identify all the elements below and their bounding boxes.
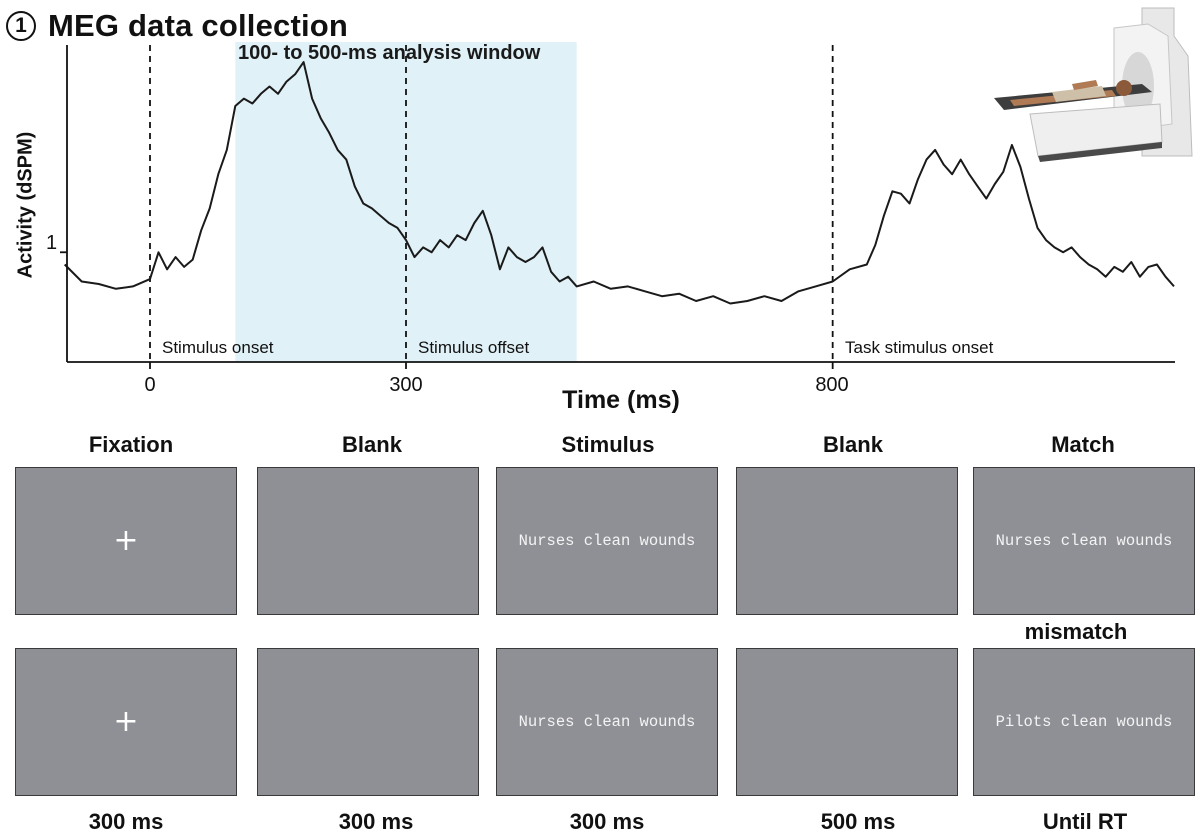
match-sentence: Nurses clean wounds bbox=[995, 532, 1173, 550]
panel-title-text: MEG data collection bbox=[48, 8, 349, 43]
screen-fixation-top: + bbox=[15, 467, 237, 615]
panel-title: 1 MEG data collection bbox=[6, 6, 348, 46]
duration-until-rt: Until RT bbox=[1042, 809, 1128, 834]
duration-fixation: 300 ms bbox=[88, 809, 164, 834]
x-axis-label: Time (ms) bbox=[562, 386, 680, 414]
fixation-cross: + bbox=[113, 523, 139, 558]
event-label-stimulus-onset: Stimulus onset bbox=[162, 338, 274, 357]
x-tick-label-800: 800 bbox=[815, 374, 849, 396]
duration-stimulus: 300 ms bbox=[569, 809, 645, 834]
screen-blank-2-top bbox=[736, 467, 958, 615]
screen-fixation-bottom: + bbox=[15, 648, 237, 796]
event-label-stimulus-offset: Stimulus offset bbox=[418, 338, 530, 357]
event-label-task-stimulus-onset: Task stimulus onset bbox=[845, 338, 994, 357]
screen-blank-1-bottom bbox=[257, 648, 479, 796]
analysis-window-label: 100- to 500-ms analysis window bbox=[238, 42, 541, 64]
screen-blank-2-bottom bbox=[736, 648, 958, 796]
column-header-blank-2: Blank bbox=[823, 432, 883, 457]
stimulus-sentence: Nurses clean wounds bbox=[518, 532, 696, 550]
y-axis-label: Activity (dSPM) bbox=[14, 131, 37, 279]
screen-mismatch-bottom: Pilots clean wounds bbox=[973, 648, 1195, 796]
column-header-fixation: Fixation bbox=[88, 432, 174, 457]
x-tick-label-300: 300 bbox=[389, 374, 423, 396]
column-header-stimulus: Stimulus bbox=[561, 432, 655, 457]
activity-series-line-0 bbox=[63, 61, 1175, 305]
mismatch-sentence: Pilots clean wounds bbox=[995, 713, 1173, 731]
screen-blank-1-top bbox=[257, 467, 479, 615]
panel-number-badge: 1 bbox=[6, 11, 36, 41]
screen-stimulus-bottom: Nurses clean wounds bbox=[496, 648, 718, 796]
meg-activity-chart bbox=[60, 42, 1175, 369]
stimulus-sentence: Nurses clean wounds bbox=[518, 713, 696, 731]
y-tick-label: 1 bbox=[46, 232, 58, 254]
mismatch-label: mismatch bbox=[1024, 619, 1128, 644]
meg-scanner-illustration bbox=[994, 7, 1193, 162]
duration-blank-2: 500 ms bbox=[820, 809, 896, 834]
column-header-blank-1: Blank bbox=[342, 432, 402, 457]
screen-match-top: Nurses clean wounds bbox=[973, 467, 1195, 615]
fixation-cross: + bbox=[113, 704, 139, 739]
screen-stimulus-top: Nurses clean wounds bbox=[496, 467, 718, 615]
duration-blank-1: 300 ms bbox=[338, 809, 414, 834]
x-tick-label-0: 0 bbox=[144, 374, 156, 396]
column-header-match: Match bbox=[1051, 432, 1115, 457]
